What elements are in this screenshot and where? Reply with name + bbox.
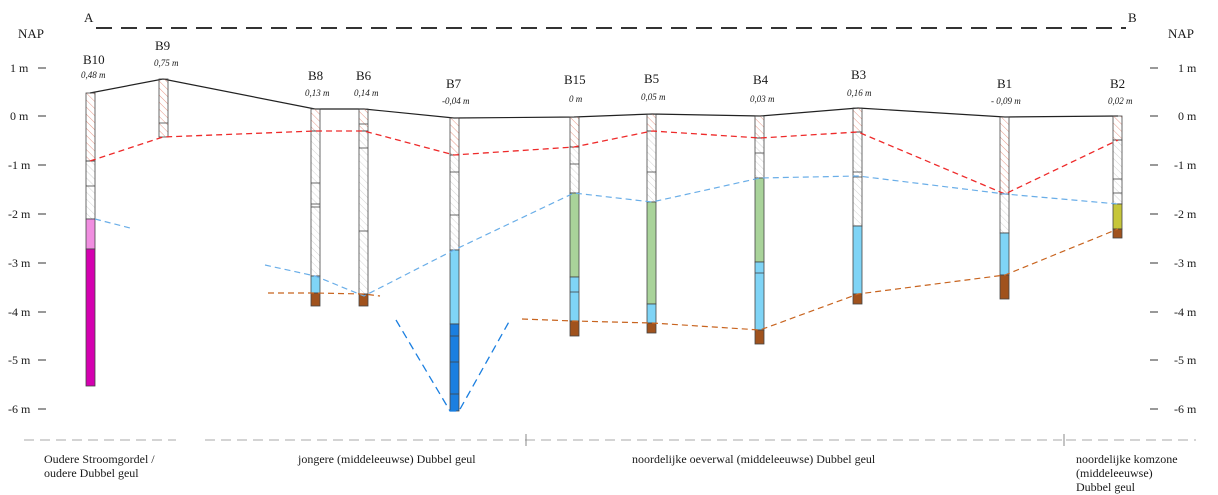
borehole-label-b15: B15 [564,72,586,87]
section-label-oudere-line1: Oudere Stroomgordel / [44,452,155,466]
section-label-komzone-line3: Dubbel geul [1076,480,1135,494]
tick-label-right-m3: -3 m [1174,256,1197,270]
depth-axis-right: 1 m 0 m -1 m -2 m -3 m -4 m -5 m -6 m [1150,61,1197,416]
tick-label-left-m3: -3 m [8,256,31,270]
borehole-label-b7: B7 [446,76,462,91]
correlation-line-red [89,130,1119,195]
profile-end-label: B [1128,10,1137,25]
tick-label-right-1: 1 m [1178,61,1197,75]
borehole-b2 [1112,115,1123,239]
borehole-label-b5: B5 [644,71,659,86]
section-label-komzone-line1: noordelijke komzone [1076,452,1178,466]
borehole-elev-b2: 0,02 m [1108,96,1133,106]
borehole-label-b10: B10 [83,52,105,67]
tick-label-right-m2: -2 m [1174,207,1197,221]
profile-start-label: A [84,10,94,25]
borehole-label-b4: B4 [753,72,769,87]
surface-line [89,78,1119,119]
section-label-komzone-line2: (middeleeuwse) [1076,466,1153,480]
borehole-elev-b4: 0,03 m [750,94,775,104]
borehole-b5 [646,113,657,334]
borehole-elev-b15: 0 m [569,94,583,104]
borehole-label-b3: B3 [851,67,866,82]
borehole-b10 [85,92,96,387]
borehole-b15 [569,116,580,337]
correlation-line-orange [521,228,1119,331]
borehole-elev-b6: 0,14 m [354,88,379,98]
section-label-oeverwal: noordelijke oeverwal (middeleeuwse) Dubb… [632,452,876,466]
section-label-oudere-line2: oudere Dubbel geul [44,466,139,480]
tick-label-left-0: 0 m [10,109,29,123]
depth-axis-left: 1 m 0 m -1 m -2 m -3 m -4 m -5 m -6 m [8,61,46,416]
borehole-b3 [852,107,863,305]
tick-label-left-m6: -6 m [8,402,31,416]
section-label-oudere: Oudere Stroomgordel / oudere Dubbel geul [44,452,155,480]
section-label-jongere: jongere (middeleeuwse) Dubbel geul [298,452,476,466]
tick-label-left-m5: -5 m [8,353,31,367]
correlation-line-lightblue-left [94,218,131,229]
borehole-elev-b9: 0,75 m [154,58,179,68]
borehole-label-b8: B8 [308,68,323,83]
borehole-elev-b7: -0,04 m [442,96,470,106]
borehole-b9 [158,78,169,138]
borehole-elev-b3: 0,16 m [847,88,872,98]
tick-label-left-m4: -4 m [8,305,31,319]
borehole-label-b9: B9 [155,38,170,53]
borehole-elev-b5: 0,05 m [641,92,666,102]
nap-label-right: NAP [1168,26,1194,41]
correlation-line-channel [395,319,511,412]
borehole-elev-b8: 0,13 m [305,88,330,98]
tick-label-left-m2: -2 m [8,207,31,221]
tick-label-left-1: 1 m [10,61,29,75]
borehole-b7 [449,117,460,412]
nap-label-left: NAP [18,26,44,41]
borehole-label-b1: B1 [997,76,1012,91]
tick-label-right-m1: -1 m [1174,158,1197,172]
correlation-line-orange-left [268,292,381,297]
section-label-komzone: noordelijke komzone (middeleeuwse) Dubbe… [1076,452,1178,494]
correlation-line-lightblue [264,175,1119,297]
borehole-elev-b1: - 0,09 m [991,96,1021,106]
borehole-elev-b10: 0,48 m [81,70,106,80]
borehole-b4 [754,115,765,345]
tick-label-right-m5: -5 m [1174,353,1197,367]
borehole-b6 [358,108,369,307]
tick-label-left-m1: -1 m [8,158,31,172]
section-divider [24,434,1196,446]
tick-label-right-m4: -4 m [1174,305,1197,319]
borehole-b1 [999,116,1010,300]
borehole-label-b6: B6 [356,68,372,83]
tick-label-right-m6: -6 m [1174,402,1197,416]
borehole-label-b2: B2 [1110,76,1125,91]
tick-label-right-0: 0 m [1178,109,1197,123]
